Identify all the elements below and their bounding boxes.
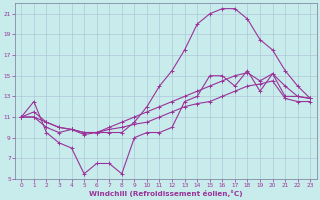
X-axis label: Windchill (Refroidissement éolien,°C): Windchill (Refroidissement éolien,°C): [89, 190, 243, 197]
